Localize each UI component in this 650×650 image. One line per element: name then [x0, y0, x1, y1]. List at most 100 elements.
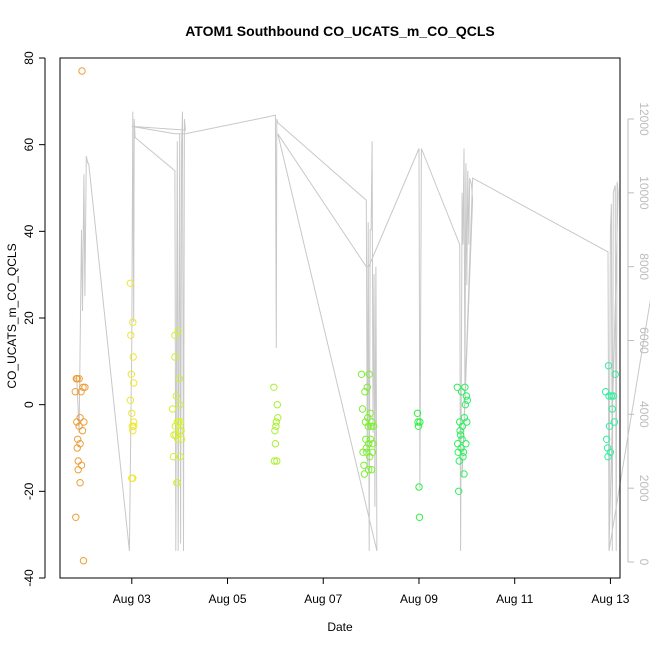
data-point — [456, 427, 464, 435]
data-point — [270, 383, 278, 391]
data-point — [460, 414, 469, 422]
x-tick-label: Aug 11 — [496, 592, 533, 606]
x-tick-label: Aug 09 — [400, 592, 438, 606]
y-tick-label: 0 — [22, 401, 36, 408]
x-tick-label: Aug 07 — [304, 592, 342, 606]
y2-tick-label: 8000 — [637, 253, 650, 280]
data-point — [271, 440, 280, 448]
data-point — [364, 414, 372, 422]
data-point — [172, 431, 180, 439]
data-point — [272, 418, 280, 426]
data-point — [457, 444, 465, 452]
data-point — [130, 422, 138, 430]
data-point — [174, 435, 182, 443]
data-point — [369, 440, 377, 448]
data-point — [414, 418, 422, 426]
data-point — [362, 444, 370, 452]
data-point — [175, 375, 183, 383]
data-point — [360, 470, 369, 478]
data-point — [177, 435, 186, 443]
data-point — [366, 409, 374, 417]
data-point — [606, 448, 615, 456]
x-axis: Aug 03 Aug 05 Aug 07 Aug 09 Aug 11 Aug 13 — [113, 577, 630, 606]
data-point — [127, 331, 135, 339]
y2-tick-label: 0 — [637, 559, 650, 566]
data-point — [71, 388, 80, 396]
data-point — [458, 435, 466, 443]
data-point — [459, 448, 468, 456]
data-point — [453, 383, 461, 391]
data-point — [170, 431, 178, 439]
data-point — [126, 396, 135, 404]
data-point — [604, 362, 613, 370]
y-tick-label: 80 — [22, 51, 36, 65]
data-point — [130, 379, 138, 387]
data-point — [462, 392, 471, 400]
data-point — [365, 440, 373, 448]
data-point — [360, 461, 368, 469]
data-point — [273, 457, 281, 465]
y-tick-label: 40 — [22, 224, 36, 238]
data-point — [75, 375, 83, 383]
data-point — [461, 383, 469, 391]
plot-frame — [59, 57, 621, 579]
x-tick-label: Aug 13 — [591, 592, 629, 606]
data-point — [357, 370, 366, 378]
y2-axis: 0 2000 4000 6000 8000 10000 12000 — [627, 102, 650, 566]
data-point — [601, 388, 610, 396]
data-point — [175, 418, 183, 426]
data-point — [367, 422, 375, 430]
y-axis-label: CO_UCATS_m_CO_QCLS — [5, 243, 19, 388]
data-point — [127, 370, 136, 378]
data-point — [415, 483, 423, 491]
data-point — [365, 466, 373, 474]
y-tick-label: -40 — [22, 569, 36, 587]
data-point — [177, 427, 185, 435]
data-point — [368, 448, 377, 456]
data-point — [72, 513, 80, 521]
altitude-line — [76, 111, 650, 552]
data-point — [176, 453, 184, 461]
data-point — [458, 422, 467, 430]
y2-tick-label: 6000 — [637, 327, 650, 354]
data-point — [128, 409, 136, 417]
data-point — [456, 431, 465, 439]
data-point — [272, 422, 280, 430]
x-tick-label: Aug 03 — [113, 592, 151, 606]
data-point — [129, 353, 137, 361]
data-point — [366, 435, 375, 443]
data-point — [361, 388, 369, 396]
data-point — [462, 440, 470, 448]
data-point — [363, 383, 371, 391]
data-point — [460, 470, 468, 478]
data-point — [176, 401, 184, 409]
data-point — [74, 466, 82, 474]
data-point — [414, 422, 423, 430]
data-point — [78, 427, 87, 435]
data-point — [463, 418, 471, 426]
data-point — [605, 422, 614, 430]
data-point — [273, 401, 281, 409]
y-tick-label: 20 — [22, 311, 36, 325]
points-layer — [71, 67, 619, 565]
data-point — [77, 461, 86, 469]
data-point — [168, 405, 177, 413]
data-point — [74, 435, 82, 443]
data-point — [461, 401, 470, 409]
data-point — [463, 396, 471, 404]
data-point — [602, 435, 611, 443]
data-point — [609, 392, 617, 400]
data-point — [129, 318, 137, 326]
x-tick-label: Aug 05 — [208, 592, 246, 606]
data-point — [369, 422, 378, 430]
data-point — [605, 392, 613, 400]
data-point — [79, 383, 87, 391]
altitude-layer — [76, 111, 650, 552]
data-point — [368, 418, 376, 426]
data-point — [413, 409, 422, 417]
data-point — [74, 457, 82, 465]
data-point — [176, 418, 185, 426]
y-tick-label: -20 — [22, 482, 36, 500]
data-point — [455, 487, 463, 495]
